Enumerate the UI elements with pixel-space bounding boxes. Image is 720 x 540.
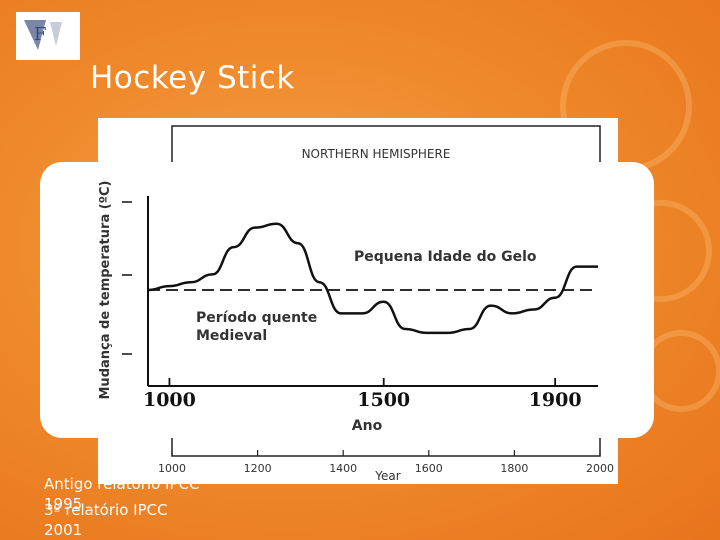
back-x-tick-label: 1200 — [244, 462, 272, 475]
front-x-tick-label: 1900 — [529, 389, 582, 411]
back-chart-x-axis: 1000 1200 1400 1600 1800 2000 — [158, 450, 614, 475]
caption-old-report: Antigo relatório IPCC — [44, 475, 200, 493]
temperature-series-line — [147, 222, 598, 335]
front-chart-panel — [40, 162, 654, 438]
svg-text:F: F — [34, 24, 47, 45]
back-x-tick-label: 1400 — [329, 462, 357, 475]
annotation-medieval-warm-line2: Medieval — [196, 328, 267, 344]
caption-third-report: 3º relatório IPCC — [44, 501, 168, 519]
back-chart-title: NORTHERN HEMISPHERE — [302, 147, 451, 161]
annotation-medieval-warm-line1: Período quente — [196, 310, 317, 326]
back-x-tick-label: 1000 — [158, 462, 186, 475]
front-chart-x-label: Ano — [352, 418, 383, 434]
front-x-tick-label: 1000 — [143, 389, 196, 411]
caption-old-report-year: 1995 — [44, 495, 83, 513]
caption-third-report-year: 2001 — [44, 521, 83, 539]
front-chart-y-label: Mudança de temperatura (ºC) — [98, 181, 113, 400]
logo: F — [16, 12, 80, 60]
back-x-tick-label: 1600 — [415, 462, 443, 475]
back-x-tick-label: 2000 — [586, 462, 614, 475]
chart-temperature-change: Mudança de temperatura (ºC) 1000 1500 1900… — [40, 162, 654, 438]
front-x-tick-label: 1500 — [357, 389, 410, 411]
front-chart-y-ticks — [122, 201, 132, 355]
slide-title: Hockey Stick — [90, 60, 295, 96]
back-x-tick-label: 1800 — [500, 462, 528, 475]
annotation-little-ice-age: Pequena Idade do Gelo — [354, 249, 537, 265]
back-chart-x-label: Year — [374, 469, 400, 483]
front-chart-x-ticks: 1000 1500 1900 — [143, 378, 582, 411]
